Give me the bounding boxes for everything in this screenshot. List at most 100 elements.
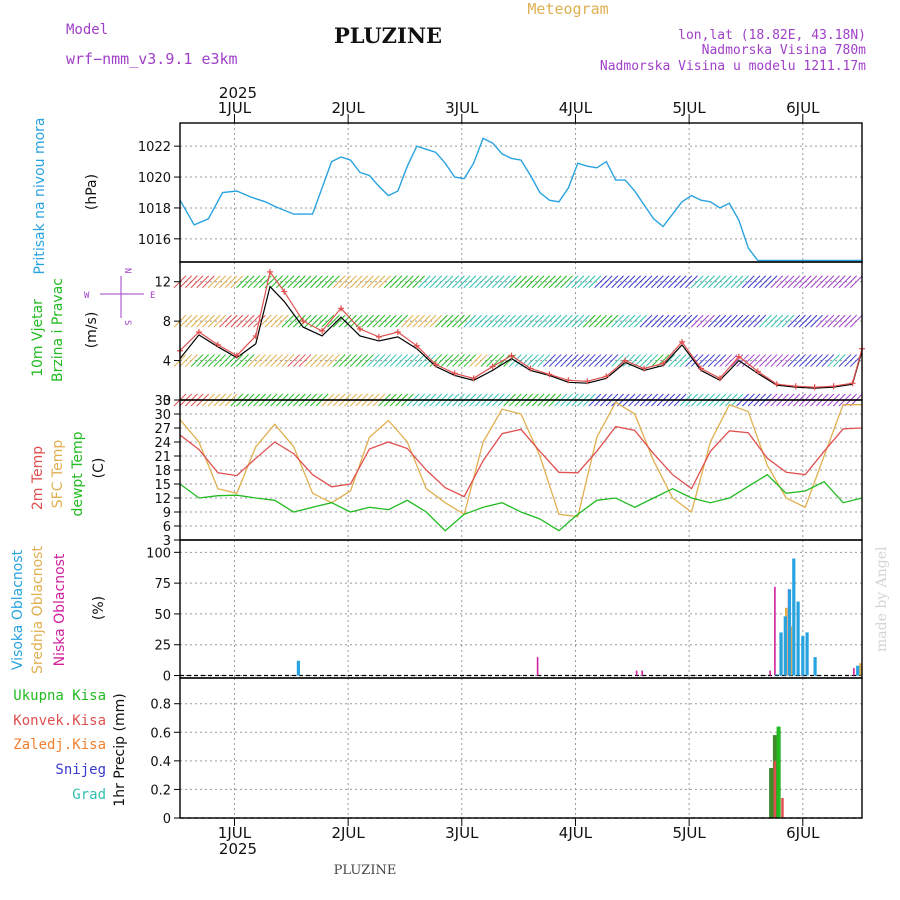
bottom-day-label: 5JUL [672, 824, 706, 842]
wind-barb [400, 314, 414, 328]
page-title: PLUZINE [334, 23, 442, 48]
wind-barb [202, 314, 215, 328]
wind-gust-marker [195, 328, 202, 335]
cloud-low-bar [774, 586, 776, 676]
wind-barb [690, 354, 704, 367]
wind-barb [236, 275, 249, 289]
wind-barb [383, 354, 397, 367]
wind-barb [196, 275, 210, 289]
wind-gust-marker [281, 288, 288, 295]
wind-barb [776, 314, 789, 328]
wind-barb [685, 275, 698, 289]
wind-barb [247, 354, 261, 367]
wind-gust-marker [319, 328, 326, 334]
wind-barb [202, 275, 215, 289]
top-day-label: 1JUL [218, 99, 252, 117]
wind-barb [429, 314, 443, 328]
wind-barb [628, 314, 642, 328]
panel-frame [179, 122, 863, 263]
wind-barb [474, 354, 488, 367]
sfc-temp-line [179, 401, 862, 518]
ytick-label: 50 [154, 608, 171, 623]
wind-barb [713, 314, 727, 328]
wind-barb [207, 354, 221, 367]
ytick-label: 12 [154, 492, 171, 507]
wind-barb [577, 275, 590, 289]
wind-barb [651, 275, 664, 289]
cloud-low-label: Niska Oblacnost [52, 553, 68, 666]
wind-barb [838, 314, 852, 328]
wind-barb [372, 314, 386, 328]
wind-barb [531, 275, 545, 289]
wind-barb [605, 354, 619, 367]
wind-gust-marker [811, 384, 818, 391]
wind-barb [844, 275, 857, 289]
wind-barb [582, 275, 596, 289]
wind-barb [491, 314, 505, 328]
wind-gust-marker [413, 342, 420, 349]
wind-barb [753, 275, 767, 289]
wind-barb [315, 354, 329, 367]
wind-barb [639, 275, 653, 289]
wind-barb [480, 314, 494, 328]
wind-barb [821, 354, 835, 367]
wind-barb [190, 275, 204, 289]
wind-barb [315, 275, 329, 289]
wind-barb [781, 314, 795, 328]
wind-gust-marker [252, 332, 259, 339]
wind-barb [440, 354, 454, 367]
wind-gust-marker [266, 268, 273, 275]
wind-gust-marker [432, 361, 439, 368]
wind-barb [685, 314, 698, 328]
ytick-label: 30 [154, 408, 171, 423]
wind-barb [383, 314, 397, 328]
wind-barb [736, 354, 750, 367]
wind-barb [344, 354, 357, 367]
compass-n: N [122, 268, 132, 273]
wind-barb [844, 314, 857, 328]
cloud-high-bar [805, 632, 809, 676]
wind-barb [378, 275, 391, 289]
precip-total-bar [769, 768, 774, 818]
wind-barb [412, 275, 426, 289]
wind-barb [520, 314, 534, 328]
wind-barb [622, 354, 636, 367]
wind-barb [827, 275, 840, 289]
wind-barb [418, 314, 431, 328]
wind-barb [611, 275, 624, 289]
wind-barb [469, 354, 482, 367]
wind-barb [185, 354, 198, 367]
wind-barb [281, 275, 295, 289]
wind-barb [400, 275, 414, 289]
wind-barb [571, 275, 585, 289]
ytick-label: 21 [154, 450, 171, 465]
wind-gust-marker [773, 381, 780, 388]
ytick-label: 1020 [138, 171, 171, 186]
wind-barb [372, 275, 386, 289]
wind-barb [361, 314, 374, 328]
wind-barb [543, 275, 556, 289]
wind-barb [599, 275, 613, 289]
wind-gust-marker [603, 373, 610, 380]
precip-conv-bar [773, 760, 777, 818]
wind-barb [645, 314, 659, 328]
ytick-label: 6 [163, 520, 171, 535]
wind-barb [668, 314, 681, 328]
wind-barb [764, 314, 778, 328]
ytick-label: 0 [163, 670, 171, 685]
wind-barb [508, 275, 522, 289]
wind-barb [577, 314, 590, 328]
wind-barb [423, 314, 437, 328]
cloud-mid-label: Srednja Oblacnost [30, 546, 46, 674]
wind-barb [327, 275, 340, 289]
wind-gust-marker [641, 365, 648, 372]
panel-frame [179, 677, 863, 819]
wind-gust-marker [394, 328, 401, 335]
wind-barb [344, 314, 357, 328]
wind-barb [236, 354, 249, 367]
wind-gust-marker [489, 363, 496, 370]
cloud-high-bar [856, 665, 860, 676]
wind-barb [514, 314, 528, 328]
wind-barb [702, 354, 715, 367]
wind-barb [645, 354, 659, 367]
